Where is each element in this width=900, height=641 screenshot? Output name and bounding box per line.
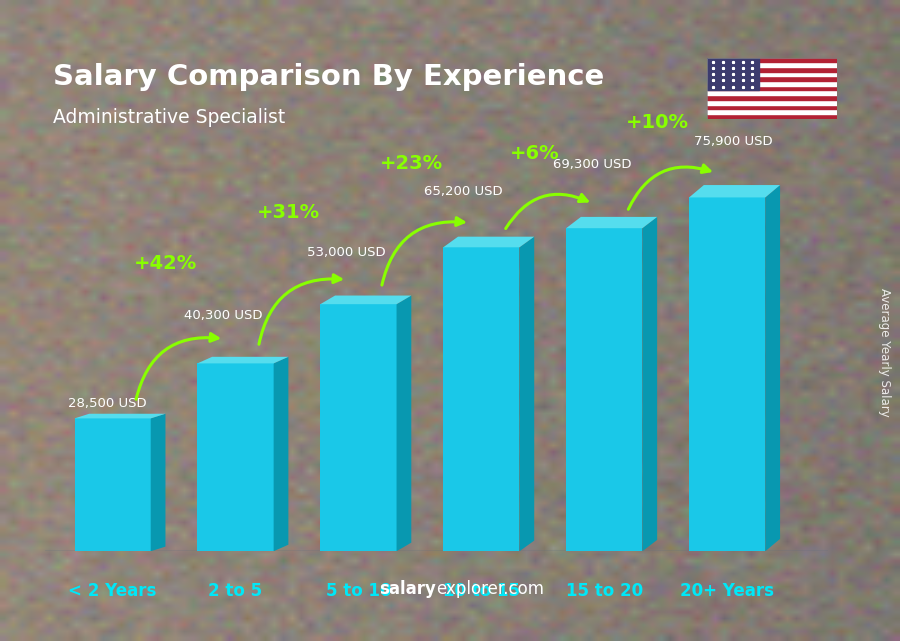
Bar: [689, 197, 765, 551]
Text: 15 to 20: 15 to 20: [566, 582, 643, 600]
Text: Average Yearly Salary: Average Yearly Salary: [878, 288, 890, 417]
Bar: [706, 81, 837, 86]
Text: +23%: +23%: [380, 154, 443, 174]
Text: < 2 Years: < 2 Years: [68, 582, 157, 600]
Polygon shape: [320, 296, 411, 304]
Text: 20+ Years: 20+ Years: [680, 582, 774, 600]
Text: 75,900 USD: 75,900 USD: [694, 135, 773, 148]
Text: salary: salary: [380, 581, 436, 599]
Text: +42%: +42%: [134, 254, 197, 273]
Text: Salary Comparison By Experience: Salary Comparison By Experience: [53, 63, 604, 91]
Bar: [444, 247, 519, 551]
Polygon shape: [643, 217, 657, 551]
Bar: [320, 304, 397, 551]
Text: 5 to 10: 5 to 10: [326, 582, 392, 600]
Text: 53,000 USD: 53,000 USD: [307, 246, 385, 259]
Bar: [706, 95, 837, 100]
Bar: [706, 104, 837, 109]
Text: 2 to 5: 2 to 5: [209, 582, 263, 600]
Polygon shape: [197, 357, 288, 363]
Text: 28,500 USD: 28,500 USD: [68, 397, 147, 410]
Bar: [706, 72, 837, 76]
Polygon shape: [566, 217, 657, 228]
Bar: [706, 86, 837, 90]
Bar: [75, 419, 150, 551]
Polygon shape: [150, 413, 166, 551]
Bar: [706, 100, 837, 104]
Text: explorer.com: explorer.com: [436, 581, 544, 599]
Bar: [706, 58, 837, 62]
Bar: [706, 109, 837, 114]
Text: +10%: +10%: [626, 113, 688, 132]
Text: +6%: +6%: [509, 144, 559, 163]
Text: 65,200 USD: 65,200 USD: [424, 185, 502, 198]
Polygon shape: [75, 413, 166, 419]
Text: Administrative Specialist: Administrative Specialist: [53, 108, 285, 127]
Polygon shape: [689, 185, 780, 197]
Polygon shape: [519, 237, 535, 551]
Polygon shape: [274, 357, 288, 551]
Text: 40,300 USD: 40,300 USD: [184, 310, 263, 322]
Bar: [706, 58, 759, 90]
Bar: [706, 76, 837, 81]
Text: 69,300 USD: 69,300 USD: [553, 158, 631, 171]
Text: +31%: +31%: [256, 203, 320, 222]
Text: 10 to 15: 10 to 15: [443, 582, 520, 600]
Polygon shape: [765, 185, 780, 551]
Bar: [197, 363, 274, 551]
Bar: [706, 62, 837, 67]
Bar: [566, 228, 643, 551]
Polygon shape: [444, 237, 535, 247]
Bar: [706, 114, 837, 119]
Bar: [706, 67, 837, 72]
Polygon shape: [397, 296, 411, 551]
Bar: [706, 90, 837, 95]
